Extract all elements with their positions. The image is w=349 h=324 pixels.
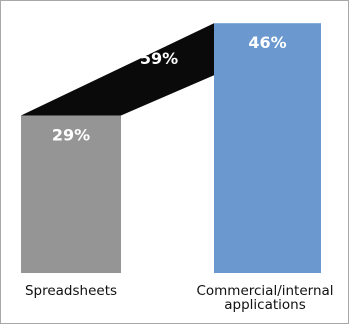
value-label-spreadsheets: 29% (52, 126, 90, 145)
bar-commercial-internal-applications (214, 23, 321, 273)
category-label-commercial-internal-applications-line-2: applications (224, 297, 306, 313)
category-label-commercial-internal-applications-line-1: Commercial/internal (196, 283, 333, 299)
connector-band (21, 23, 214, 116)
value-label-commercial-internal-applications: 46% (248, 33, 286, 52)
bar-spreadsheets (21, 115, 121, 273)
connector-value-label: 59% (140, 49, 178, 68)
category-label-spreadsheets: Spreadsheets (25, 283, 117, 299)
